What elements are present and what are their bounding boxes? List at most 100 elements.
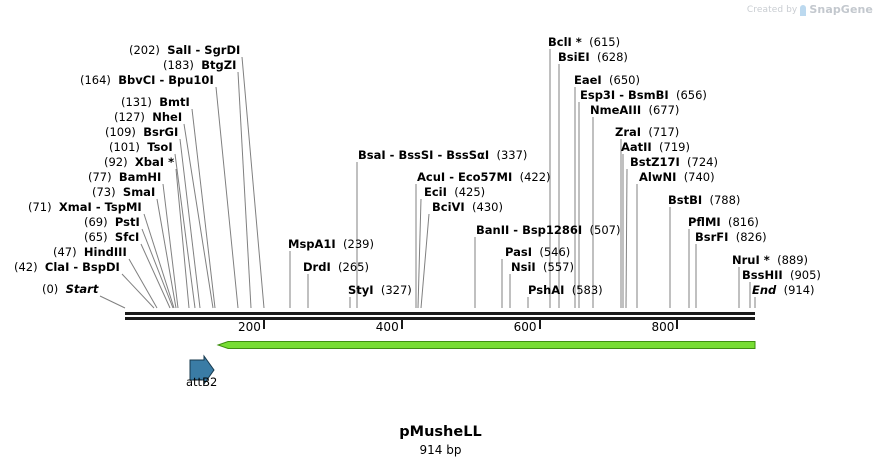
leader-line-sfci — [140, 243, 171, 309]
enzyme-site-pshai[interactable]: PshAI (583) — [528, 284, 603, 296]
enzyme-site-bmti[interactable]: (131) BmtI — [121, 96, 190, 108]
enzyme-site-nrui[interactable]: NruI * (889) — [732, 254, 808, 266]
enzyme-position: (656) — [675, 88, 707, 102]
plasmid-length: 914 bp — [419, 443, 462, 457]
leader-line-start — [99, 295, 126, 309]
enzyme-site-bsiei[interactable]: BsiEI (628) — [558, 51, 628, 63]
enzyme-name: BciVI — [432, 200, 465, 214]
enzyme-name: EciI — [424, 185, 447, 199]
enzyme-position: (42) — [14, 260, 38, 274]
enzyme-site-xbai[interactable]: (92) XbaI * — [104, 156, 174, 168]
enzyme-site-sfci[interactable]: (65) SfcI — [84, 231, 139, 243]
enzyme-site-esp3i[interactable]: Esp3I - BsmBI (656) — [580, 89, 707, 101]
leader-line-xmai — [143, 213, 175, 309]
enzyme-name: BssHII — [742, 268, 783, 282]
label-gap — [602, 73, 609, 87]
enzyme-position: (69) — [84, 215, 108, 229]
enzyme-name-group: BsrFI — [695, 230, 728, 244]
enzyme-site-alwni[interactable]: AlwNI (740) — [639, 171, 715, 183]
enzyme-site-drdi[interactable]: DrdI (265) — [303, 261, 369, 273]
enzyme-site-pflmi[interactable]: PflMI (816) — [688, 216, 759, 228]
enzyme-position: (422) — [519, 170, 551, 184]
enzyme-name-group: PstI — [115, 215, 140, 229]
enzyme-position: (127) — [114, 110, 145, 124]
enzyme-site-bcivi[interactable]: BciVI (430) — [432, 201, 503, 213]
enzyme-site-start[interactable]: (0) Start — [42, 283, 98, 295]
enzyme-site-bsshii[interactable]: BssHII (905) — [742, 269, 821, 281]
label-gap — [783, 268, 790, 282]
enzyme-name: BsrFI — [695, 230, 729, 244]
label-gap — [728, 230, 735, 244]
enzyme-site-pasi[interactable]: PasI (546) — [505, 246, 570, 258]
enzyme-name: Bsp1286I — [522, 223, 583, 237]
ruler-tick-label: 400 — [375, 320, 399, 334]
leader-line-bcivi — [420, 213, 430, 309]
enzyme-name: NmeAIII — [590, 103, 642, 117]
enzyme-site-clai[interactable]: (42) ClaI - BspDI — [14, 261, 120, 273]
enzyme-name: BanII — [476, 223, 510, 237]
ruler-tick-mark — [262, 320, 265, 329]
enzyme-name: ZraI — [615, 125, 642, 139]
enzyme-site-psti[interactable]: (69) PstI — [84, 216, 140, 228]
enzyme-position: (677) — [648, 103, 680, 117]
enzyme-name: PasI — [505, 245, 533, 259]
enzyme-name: AlwNI — [639, 170, 677, 184]
enzyme-site-bamhi[interactable]: (77) BamHI — [88, 171, 161, 183]
enzyme-site-bstbi[interactable]: BstBI (788) — [668, 194, 740, 206]
enzyme-site-tsoi[interactable]: (101) TsoI — [109, 141, 173, 153]
enzyme-site-bcli[interactable]: BclI * (615) — [548, 36, 620, 48]
enzyme-position: (615) — [589, 35, 621, 49]
enzyme-name: BspDI — [82, 260, 120, 274]
enzyme-name-group: BmtI — [159, 95, 190, 109]
enzyme-name-group: PflMI — [688, 215, 721, 229]
enzyme-site-bbvci[interactable]: (164) BbvCI - Bpu10I — [80, 74, 214, 86]
enzyme-site-nmeaiii[interactable]: NmeAIII (677) — [590, 104, 679, 116]
enzyme-position: (740) — [683, 170, 715, 184]
enzyme-site-zrai[interactable]: ZraI (717) — [615, 126, 679, 138]
enzyme-site-hindiii[interactable]: (47) HindIII — [53, 246, 127, 258]
snapgene-logo-icon — [800, 5, 807, 16]
enzyme-name: MspA1I — [288, 237, 336, 251]
label-gap — [52, 200, 59, 214]
enzyme-name: BbvCI — [118, 73, 156, 87]
enzyme-site-mspa1i[interactable]: MspA1I (239) — [288, 238, 374, 250]
enzyme-name: PshAI — [528, 283, 565, 297]
enzyme-name-group: StyI — [348, 283, 374, 297]
enzyme-site-bsai[interactable]: BsaI - BssSI - BssSαI (337) — [358, 149, 527, 161]
enzyme-position: (265) — [338, 260, 369, 274]
enzyme-name-group: HindIII — [84, 245, 127, 259]
enzyme-site-nhei[interactable]: (127) NheI — [114, 111, 182, 123]
enzyme-site-xmai[interactable]: (71) XmaI - TspMI — [28, 201, 142, 213]
enzyme-site-styi[interactable]: StyI (327) — [348, 284, 412, 296]
enzyme-name: BtgZI — [201, 58, 237, 72]
enzyme-name-group: BtgZI — [201, 58, 236, 72]
enzyme-position: (101) — [109, 140, 140, 154]
enzyme-site-ecii[interactable]: EciI (425) — [424, 186, 485, 198]
leader-line-btgzi — [237, 71, 252, 309]
leader-line-bamhi — [162, 183, 179, 309]
enzyme-site-btgzi[interactable]: (183) BtgZI — [163, 59, 236, 71]
enzyme-position: (826) — [735, 230, 767, 244]
enzyme-name: BclI * — [548, 35, 582, 49]
enzyme-site-nsii[interactable]: NsiI (557) — [511, 261, 574, 273]
enzyme-position: (71) — [28, 200, 52, 214]
enzyme-site-aatii[interactable]: AatII (719) — [621, 141, 690, 153]
watermark-brand: SnapGene — [809, 3, 873, 16]
enzyme-site-bsrfi[interactable]: BsrFI (826) — [695, 231, 767, 243]
enzyme-site-bstz17i[interactable]: BstZ17I (724) — [630, 156, 718, 168]
enzyme-position: (92) — [104, 155, 128, 169]
enzyme-position: (202) — [129, 43, 160, 57]
label-gap — [336, 237, 343, 251]
enzyme-site-end[interactable]: End (914) — [752, 284, 815, 296]
orf-arrow-left[interactable] — [216, 341, 756, 349]
enzyme-site-sali[interactable]: (202) SalI - SgrDI — [129, 44, 240, 56]
ruler-tick-label: 600 — [513, 320, 537, 334]
label-gap — [38, 260, 45, 274]
enzyme-site-smai[interactable]: (73) SmaI — [92, 186, 155, 198]
enzyme-site-banii[interactable]: BanII - Bsp1286I (507) — [476, 224, 620, 236]
enzyme-site-eaei[interactable]: EaeI (650) — [574, 74, 640, 86]
enzyme-site-bsrgi[interactable]: (109) BsrGI — [105, 126, 178, 138]
enzyme-name-group: NheI — [152, 110, 182, 124]
enzyme-site-acui[interactable]: AcuI - Eco57MI (422) — [417, 171, 551, 183]
label-gap — [331, 260, 338, 274]
